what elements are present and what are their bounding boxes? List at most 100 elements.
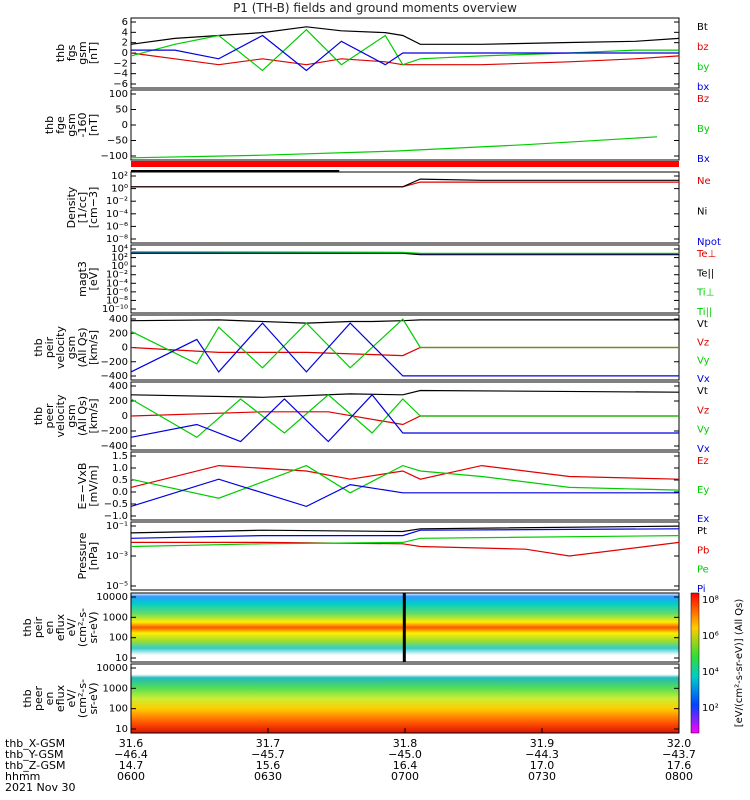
panel-8: 10⁻¹ 10⁻³ 10⁻⁵ Pressure[nPa] Pt Pb Pe Pi [76, 521, 709, 595]
y-tick-label: −2 [113, 58, 128, 69]
panel-frame [130, 521, 680, 591]
y-tick-label: 4 [122, 27, 128, 38]
legend-entry: Ex [697, 514, 709, 525]
y-axis-label-line: [nPa] [87, 542, 100, 570]
legend-entry: Vy [697, 425, 710, 436]
y-axis-label-line: thb [32, 338, 45, 356]
y-tick-label: −4 [113, 69, 128, 80]
y-tick-label: 10 [115, 724, 128, 735]
y-axis-label-line: velocity [54, 394, 67, 437]
y-tick-label: 10⁻³ [106, 551, 128, 562]
panel-frame [130, 244, 680, 314]
series-ey [130, 464, 680, 499]
y-tick-label: 10⁻⁵ [106, 581, 128, 592]
y-axis-label-line: [cm−3] [87, 187, 100, 229]
ephemeris-value: 32.0 [667, 737, 692, 750]
y-axis-label-line: thb [43, 116, 56, 134]
series-pb [131, 541, 680, 557]
legend-entry: Bz [697, 94, 709, 105]
y-axis-label: Density[1/cc][cm−3] [65, 186, 100, 228]
legend-entry: Pt [697, 526, 707, 537]
series-vz [130, 346, 679, 357]
series-ez [130, 464, 680, 488]
panel-frame [130, 451, 680, 521]
y-tick-label: 10⁻² [106, 196, 128, 207]
y-axis-label-line: thb [21, 689, 34, 707]
legend-entry: Pe [697, 565, 709, 576]
ephemeris-date: 2021 Nov 30 [5, 781, 75, 794]
y-axis-label-line: Density [65, 186, 78, 228]
ephemeris-value: −46.4 [114, 748, 148, 761]
legend-entry: Pb [697, 545, 709, 556]
panel-10: 10000 1000 100 10 thbpeerenefluxeV/(cm²-s-sr… [21, 663, 680, 735]
legend-entry: Vz [697, 405, 709, 416]
y-axis-label: Pressure[nPa] [76, 532, 100, 579]
ephemeris-value: 0800 [665, 770, 693, 783]
legend-entry: Vx [697, 374, 710, 385]
y-axis-label-line: [nT] [87, 114, 100, 136]
y-axis-label: thbpeirenefluxeV/(cm²-s-sr-eV) [21, 608, 100, 647]
y-tick-label: 1.0 [112, 463, 128, 474]
y-tick-label: 10⁻¹⁰ [102, 304, 128, 315]
heatmap-image [131, 664, 679, 733]
y-axis-label-line: [1/cc] [76, 192, 89, 223]
y-axis-label-line: [eV] [87, 268, 100, 291]
y-tick-label: 2 [122, 38, 128, 49]
y-axis-label: thbpeervelocitygsm(All Qs)[km/s] [32, 394, 100, 437]
panel-9: 10000 1000 100 10 thbpeirenefluxeV/(cm²-s-sr… [21, 592, 680, 664]
y-axis-label-line: E=−VxB [76, 463, 89, 510]
y-tick-label: −1.0 [104, 511, 128, 522]
series-pe [130, 535, 680, 548]
legend-entry: Bx [697, 154, 710, 165]
colorbar-tick-label: 10⁶ [702, 631, 719, 642]
ephemeris-value: 17.6 [667, 759, 692, 772]
y-axis-label-line: (cm²-s- [76, 608, 89, 647]
y-axis-label-line: [nT] [87, 42, 100, 64]
y-tick-label: 100 [109, 633, 128, 644]
legend-entry: Vt [697, 319, 708, 330]
legend-entry: Bt [697, 22, 708, 33]
y-axis-label-line: (cm²-s- [76, 679, 89, 718]
series-bt [130, 26, 680, 45]
y-axis-label-line: thb [32, 407, 45, 425]
y-axis-label-line: velocity [54, 326, 67, 369]
y-axis-label: thbfgegsm-160[nT] [43, 113, 100, 138]
panel-frame [130, 89, 680, 161]
y-axis-label-line: peer [43, 403, 56, 429]
y-tick-label: −0.5 [104, 499, 128, 510]
ephemeris-value: 0630 [254, 770, 282, 783]
quality-flag-bar [131, 161, 679, 167]
y-tick-label: 10⁻¹ [106, 521, 128, 532]
panel-frame [130, 171, 680, 244]
series-vt [130, 319, 679, 324]
y-tick-label: −50 [107, 136, 128, 147]
legend-entry: Vx [697, 444, 710, 455]
legend-entry: Vt [697, 386, 708, 397]
legend-entry: Npot [697, 237, 721, 248]
y-axis-label-line: (All Qs) [76, 396, 89, 436]
legend-entry: Te|| [696, 268, 714, 279]
y-axis-label: E=−VxB[mV/m] [76, 463, 100, 510]
panel-4: 10⁴10²10⁰10⁻²10⁻⁴10⁻⁶10⁻⁸10⁻¹⁰magt3[eV]T… [76, 244, 716, 318]
colorbar-tick-label: 10⁴ [702, 667, 719, 678]
ephemeris-value: 31.6 [119, 737, 144, 750]
legend-entry: Pi [697, 584, 706, 595]
y-tick-label: 10² [111, 171, 128, 182]
y-tick-label: 10 [115, 653, 128, 664]
colorbar-tick-label: 10⁸ [702, 595, 719, 606]
ephemeris-row-label: thb_X-GSM [5, 737, 65, 750]
y-tick-label: 10⁻⁸ [106, 295, 128, 306]
ephemeris-value: 31.9 [530, 737, 555, 750]
y-axis-label-line: sr-eV) [87, 611, 100, 643]
y-tick-label: 10⁻⁸ [106, 234, 128, 245]
y-tick-label: 0.0 [112, 487, 128, 498]
heatmap-spike [402, 593, 406, 662]
y-axis-label-line: gsm [65, 404, 78, 427]
y-axis-label-line: gsm [65, 336, 78, 359]
y-axis-label-line: Pressure [76, 532, 89, 579]
ephemeris-value: 17.0 [530, 759, 555, 772]
y-axis-label-line: thb [21, 618, 34, 636]
y-tick-label: 10⁰ [111, 261, 128, 272]
